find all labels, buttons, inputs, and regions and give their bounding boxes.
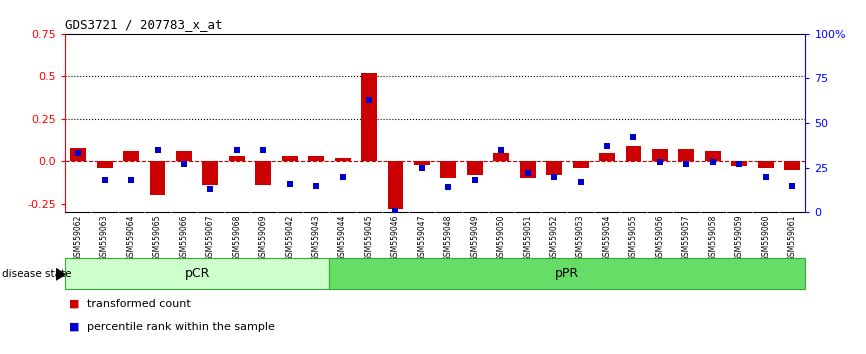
Text: GSM559053: GSM559053: [576, 215, 585, 261]
Bar: [494, 153, 509, 161]
Text: GSM559049: GSM559049: [470, 215, 479, 261]
Text: GSM559060: GSM559060: [761, 215, 770, 261]
Text: GSM559055: GSM559055: [629, 215, 638, 261]
Text: GSM559051: GSM559051: [523, 215, 533, 261]
Text: GSM559044: GSM559044: [338, 215, 347, 261]
Text: GSM559050: GSM559050: [497, 215, 506, 261]
Bar: [308, 156, 324, 161]
Text: ■: ■: [69, 299, 80, 309]
Text: pPR: pPR: [555, 267, 579, 280]
Bar: [758, 161, 773, 168]
Text: GDS3721 / 207783_x_at: GDS3721 / 207783_x_at: [65, 18, 223, 31]
Bar: [414, 161, 430, 165]
Bar: [229, 156, 245, 161]
Text: GSM559057: GSM559057: [682, 215, 691, 261]
Bar: [546, 161, 562, 175]
Text: GSM559068: GSM559068: [232, 215, 242, 261]
Bar: [785, 161, 800, 170]
Bar: [329, 258, 805, 289]
Text: GSM559063: GSM559063: [100, 215, 109, 261]
Bar: [70, 148, 86, 161]
Text: GSM559061: GSM559061: [788, 215, 797, 261]
Text: GSM559047: GSM559047: [417, 215, 426, 261]
Bar: [361, 73, 377, 161]
Text: ■: ■: [69, 322, 80, 332]
Bar: [441, 161, 456, 178]
Text: GSM559065: GSM559065: [153, 215, 162, 261]
Bar: [255, 161, 271, 185]
Bar: [334, 158, 351, 161]
Bar: [65, 258, 329, 289]
Text: GSM559042: GSM559042: [285, 215, 294, 261]
Bar: [97, 161, 113, 168]
Bar: [388, 161, 404, 209]
Text: transformed count: transformed count: [87, 299, 191, 309]
Text: GSM559043: GSM559043: [312, 215, 320, 261]
Text: GSM559062: GSM559062: [74, 215, 82, 261]
Text: GSM559054: GSM559054: [603, 215, 611, 261]
Text: GSM559067: GSM559067: [206, 215, 215, 261]
Bar: [652, 149, 668, 161]
Text: GSM559069: GSM559069: [259, 215, 268, 261]
Text: GSM559056: GSM559056: [656, 215, 664, 261]
Bar: [731, 161, 747, 166]
Bar: [150, 161, 165, 195]
Bar: [467, 161, 482, 175]
Text: GSM559058: GSM559058: [708, 215, 717, 261]
Text: percentile rank within the sample: percentile rank within the sample: [87, 322, 275, 332]
Bar: [203, 161, 218, 185]
Text: GSM559048: GSM559048: [444, 215, 453, 261]
Bar: [123, 151, 139, 161]
Polygon shape: [56, 269, 65, 280]
Text: disease state: disease state: [2, 269, 71, 279]
Bar: [599, 153, 615, 161]
Bar: [572, 161, 589, 168]
Bar: [678, 149, 695, 161]
Bar: [520, 161, 536, 178]
Text: GSM559052: GSM559052: [550, 215, 559, 261]
Bar: [705, 151, 721, 161]
Bar: [625, 146, 642, 161]
Text: pCR: pCR: [184, 267, 210, 280]
Text: GSM559046: GSM559046: [391, 215, 400, 261]
Text: GSM559066: GSM559066: [179, 215, 189, 261]
Text: GSM559064: GSM559064: [126, 215, 136, 261]
Text: GSM559045: GSM559045: [365, 215, 373, 261]
Text: GSM559059: GSM559059: [734, 215, 744, 261]
Bar: [281, 156, 298, 161]
Bar: [176, 151, 192, 161]
